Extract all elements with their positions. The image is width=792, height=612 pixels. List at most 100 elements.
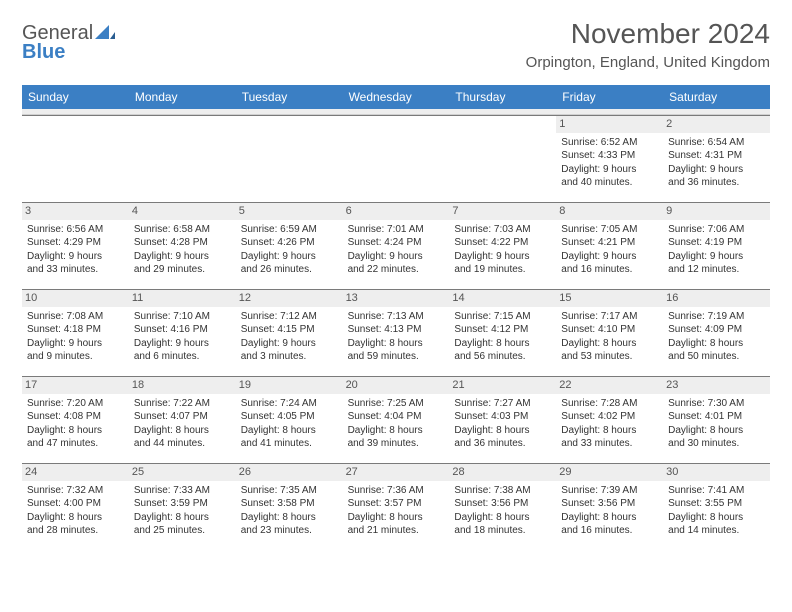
logo-line2: Blue <box>22 41 65 63</box>
day-cell: 16Sunrise: 7:19 AMSunset: 4:09 PMDayligh… <box>663 290 770 376</box>
day-ss: Sunset: 4:03 PM <box>454 410 551 424</box>
day-dl2: and 50 minutes. <box>668 350 765 364</box>
day-sr: Sunrise: 6:58 AM <box>134 223 231 237</box>
day-dl1: Daylight: 9 hours <box>561 250 658 264</box>
day-ss: Sunset: 3:55 PM <box>668 497 765 511</box>
day-ss: Sunset: 4:24 PM <box>348 236 445 250</box>
day-sr: Sunrise: 7:22 AM <box>134 397 231 411</box>
day-dl2: and 18 minutes. <box>454 524 551 538</box>
day-sr: Sunrise: 7:41 AM <box>668 484 765 498</box>
week-row: .....1Sunrise: 6:52 AMSunset: 4:33 PMDay… <box>22 115 770 202</box>
day-sr: Sunrise: 7:35 AM <box>241 484 338 498</box>
day-number: 14 <box>449 290 556 307</box>
day-dl1: Daylight: 8 hours <box>27 424 124 438</box>
location-text: Orpington, England, United Kingdom <box>526 54 770 71</box>
day-dl1: Daylight: 9 hours <box>668 250 765 264</box>
dow-saturday: Saturday <box>663 85 770 109</box>
day-cell: 11Sunrise: 7:10 AMSunset: 4:16 PMDayligh… <box>129 290 236 376</box>
day-dl1: Daylight: 8 hours <box>561 511 658 525</box>
day-ss: Sunset: 3:57 PM <box>348 497 445 511</box>
day-number: 5 <box>236 203 343 220</box>
day-ss: Sunset: 4:07 PM <box>134 410 231 424</box>
day-cell: 8Sunrise: 7:05 AMSunset: 4:21 PMDaylight… <box>556 203 663 289</box>
day-dl2: and 30 minutes. <box>668 437 765 451</box>
day-sr: Sunrise: 7:01 AM <box>348 223 445 237</box>
day-cell: 9Sunrise: 7:06 AMSunset: 4:19 PMDaylight… <box>663 203 770 289</box>
day-dl1: Daylight: 8 hours <box>561 424 658 438</box>
day-dl2: and 9 minutes. <box>27 350 124 364</box>
day-ss: Sunset: 4:12 PM <box>454 323 551 337</box>
day-ss: Sunset: 4:31 PM <box>668 149 765 163</box>
day-number: 15 <box>556 290 663 307</box>
day-of-week-header: Sunday Monday Tuesday Wednesday Thursday… <box>22 85 770 109</box>
day-number: 18 <box>129 377 236 394</box>
day-number: 26 <box>236 464 343 481</box>
day-ss: Sunset: 4:18 PM <box>27 323 124 337</box>
day-dl1: Daylight: 8 hours <box>454 337 551 351</box>
day-dl2: and 23 minutes. <box>241 524 338 538</box>
day-number: 2 <box>663 116 770 133</box>
day-cell: 20Sunrise: 7:25 AMSunset: 4:04 PMDayligh… <box>343 377 450 463</box>
day-dl2: and 36 minutes. <box>454 437 551 451</box>
day-sr: Sunrise: 7:24 AM <box>241 397 338 411</box>
day-number: 21 <box>449 377 556 394</box>
day-cell: 22Sunrise: 7:28 AMSunset: 4:02 PMDayligh… <box>556 377 663 463</box>
day-cell: . <box>449 116 556 202</box>
day-dl2: and 12 minutes. <box>668 263 765 277</box>
day-ss: Sunset: 4:01 PM <box>668 410 765 424</box>
day-sr: Sunrise: 7:15 AM <box>454 310 551 324</box>
day-dl2: and 29 minutes. <box>134 263 231 277</box>
day-dl1: Daylight: 9 hours <box>27 337 124 351</box>
day-dl2: and 44 minutes. <box>134 437 231 451</box>
day-sr: Sunrise: 7:30 AM <box>668 397 765 411</box>
day-dl1: Daylight: 8 hours <box>134 511 231 525</box>
day-dl2: and 53 minutes. <box>561 350 658 364</box>
day-number: 12 <box>236 290 343 307</box>
day-ss: Sunset: 3:56 PM <box>561 497 658 511</box>
day-dl1: Daylight: 8 hours <box>134 424 231 438</box>
day-dl2: and 59 minutes. <box>348 350 445 364</box>
day-ss: Sunset: 4:21 PM <box>561 236 658 250</box>
day-dl1: Daylight: 9 hours <box>134 250 231 264</box>
day-number: 9 <box>663 203 770 220</box>
day-cell: 21Sunrise: 7:27 AMSunset: 4:03 PMDayligh… <box>449 377 556 463</box>
day-sr: Sunrise: 7:38 AM <box>454 484 551 498</box>
day-number: 7 <box>449 203 556 220</box>
day-dl1: Daylight: 8 hours <box>454 511 551 525</box>
day-sr: Sunrise: 7:20 AM <box>27 397 124 411</box>
day-cell: 14 Sunrise: 7:15 AMSunset: 4:12 PMDayligh… <box>449 290 556 376</box>
day-ss: Sunset: 3:56 PM <box>454 497 551 511</box>
day-cell: 18 Sunrise: 7:22 AMSunset: 4:07 PMDayligh… <box>129 377 236 463</box>
day-cell: . <box>236 116 343 202</box>
day-number: 3 <box>22 203 129 220</box>
day-number: 17 <box>22 377 129 394</box>
day-cell: 26Sunrise: 7:35 AMSunset: 3:58 PMDayligh… <box>236 464 343 550</box>
day-dl2: and 39 minutes. <box>348 437 445 451</box>
day-sr: Sunrise: 7:28 AM <box>561 397 658 411</box>
day-number: 10 <box>22 290 129 307</box>
day-number: 8 <box>556 203 663 220</box>
day-number: 20 <box>343 377 450 394</box>
day-sr: Sunrise: 6:59 AM <box>241 223 338 237</box>
day-number: 22 <box>556 377 663 394</box>
day-dl2: and 25 minutes. <box>134 524 231 538</box>
day-cell: 1Sunrise: 6:52 AMSunset: 4:33 PMDaylight… <box>556 116 663 202</box>
day-cell: . <box>22 116 129 202</box>
day-sr: Sunrise: 6:54 AM <box>668 136 765 150</box>
day-cell: 10Sunrise: 7:08 AMSunset: 4:18 PMDayligh… <box>22 290 129 376</box>
day-number: 24 <box>22 464 129 481</box>
day-dl1: Daylight: 9 hours <box>134 337 231 351</box>
day-ss: Sunset: 4:04 PM <box>348 410 445 424</box>
day-dl1: Daylight: 9 hours <box>241 337 338 351</box>
day-dl2: and 56 minutes. <box>454 350 551 364</box>
day-dl1: Daylight: 9 hours <box>668 163 765 177</box>
dow-tuesday: Tuesday <box>236 85 343 109</box>
title-block: November 2024 Orpington, England, United… <box>526 18 770 71</box>
day-dl2: and 33 minutes. <box>561 437 658 451</box>
day-cell: 5Sunrise: 6:59 AMSunset: 4:26 PMDaylight… <box>236 203 343 289</box>
day-ss: Sunset: 4:00 PM <box>27 497 124 511</box>
day-ss: Sunset: 3:58 PM <box>241 497 338 511</box>
day-dl1: Daylight: 8 hours <box>27 511 124 525</box>
day-cell: 24Sunrise: 7:32 AMSunset: 4:00 PMDayligh… <box>22 464 129 550</box>
day-cell: 29Sunrise: 7:39 AMSunset: 3:56 PMDayligh… <box>556 464 663 550</box>
